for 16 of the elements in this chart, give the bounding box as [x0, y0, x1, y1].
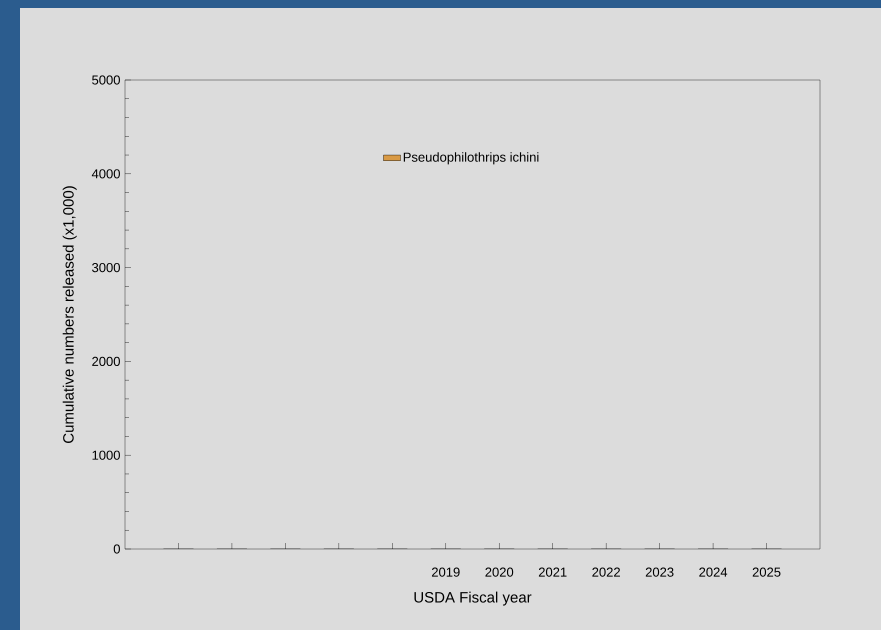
x-tick-label: 2024: [699, 568, 728, 577]
x-axis-title: USDA Fiscal year: [414, 592, 532, 606]
x-tick-label: 2019: [432, 568, 460, 577]
legend-label: Pseudophilothrips ichini: [404, 152, 538, 164]
y-tick-label: 4000: [92, 169, 120, 178]
y-axis-title: Cumulative numbers released (x1,000): [62, 186, 77, 443]
y-tick-label: 2000: [92, 356, 120, 366]
x-tick-label: 2022: [592, 568, 620, 577]
x-tick-label: 2025: [752, 568, 780, 577]
y-tick-label: 1000: [92, 450, 120, 460]
y-tick-label: 5000: [92, 75, 120, 85]
x-tick-label: 2021: [538, 568, 567, 577]
y-tick-label: 0: [114, 544, 120, 554]
x-tick-label: 2023: [646, 568, 674, 577]
x-tick-label: 2020: [485, 568, 514, 577]
y-tick-label: 3000: [92, 262, 120, 272]
